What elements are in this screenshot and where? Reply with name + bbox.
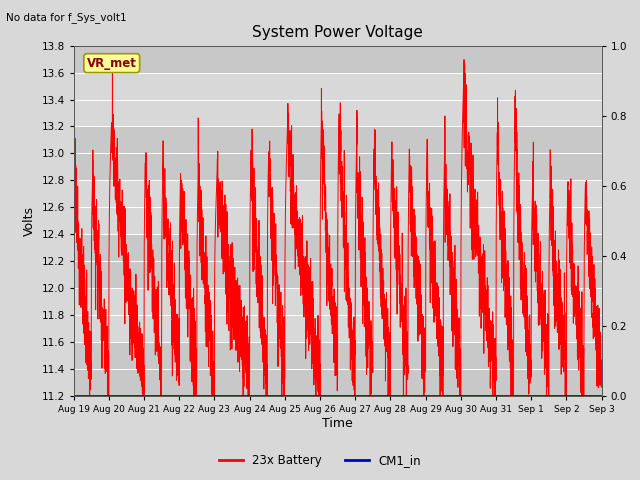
Bar: [74, 288, 602, 342]
Y-axis label: Volts: Volts: [23, 206, 36, 236]
Text: VR_met: VR_met: [87, 57, 137, 70]
Bar: [74, 342, 602, 396]
Bar: [74, 126, 602, 180]
Bar: [74, 46, 602, 72]
X-axis label: Time: Time: [322, 417, 353, 430]
Text: No data for f_Sys_volt1: No data for f_Sys_volt1: [6, 12, 127, 23]
Bar: [74, 180, 602, 234]
Bar: [74, 72, 602, 126]
Title: System Power Voltage: System Power Voltage: [252, 25, 423, 40]
Legend: 23x Battery, CM1_in: 23x Battery, CM1_in: [214, 449, 426, 472]
Bar: [74, 234, 602, 288]
